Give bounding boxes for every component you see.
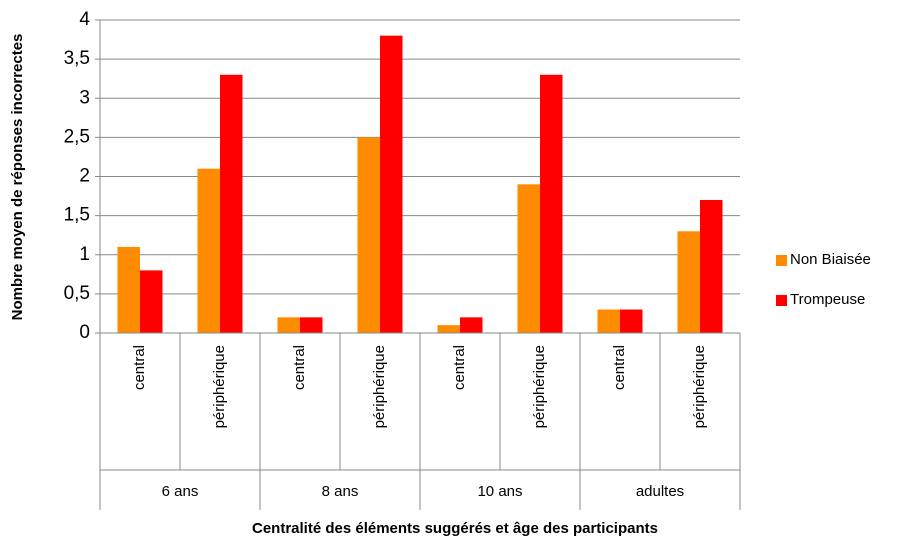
bar — [300, 317, 323, 333]
bar — [277, 317, 300, 333]
y-tick-label: 4 — [79, 9, 90, 30]
x-tick-label: central — [131, 345, 148, 390]
y-tick-label: 1 — [79, 244, 90, 265]
x-tick-label: central — [611, 345, 628, 390]
group-label: 8 ans — [322, 483, 359, 500]
bar — [140, 270, 163, 333]
x-tick-label: périphérique — [371, 345, 388, 428]
bar — [620, 309, 643, 333]
bar — [540, 74, 563, 334]
bar — [677, 231, 700, 333]
bar — [700, 199, 723, 333]
legend-swatch — [776, 255, 787, 266]
bar — [117, 246, 140, 333]
y-tick-label: 2 — [79, 166, 90, 187]
bar — [460, 317, 483, 333]
x-tick-label: périphérique — [531, 345, 548, 428]
bar — [220, 74, 243, 334]
x-axis-title: Centralité des éléments suggérés et âge … — [252, 520, 658, 537]
group-label: adultes — [636, 483, 684, 500]
y-axis-title: Nombre moyen de réponses incorrectes — [9, 34, 26, 321]
legend-swatch — [776, 295, 787, 306]
y-tick-label: 2,5 — [64, 126, 90, 147]
y-tick-label: 3 — [79, 87, 90, 108]
x-tick-label: central — [291, 345, 308, 390]
legend-label: Non Biaisée — [790, 251, 871, 268]
y-tick-label: 0,5 — [64, 283, 90, 304]
y-tick-label: 3,5 — [64, 48, 90, 69]
y-tick-label: 1,5 — [64, 205, 90, 226]
group-label: 6 ans — [162, 483, 199, 500]
bar — [437, 325, 460, 333]
bar — [357, 137, 380, 333]
bar — [380, 35, 403, 334]
y-tick-label: 0 — [79, 322, 90, 343]
bar — [517, 184, 540, 333]
x-tick-label: périphérique — [691, 345, 708, 428]
x-tick-label: périphérique — [211, 345, 228, 428]
bar — [597, 309, 620, 333]
group-label: 10 ans — [477, 483, 522, 500]
bar — [197, 168, 220, 333]
x-tick-label: central — [451, 345, 468, 390]
legend-label: Trompeuse — [790, 291, 865, 308]
